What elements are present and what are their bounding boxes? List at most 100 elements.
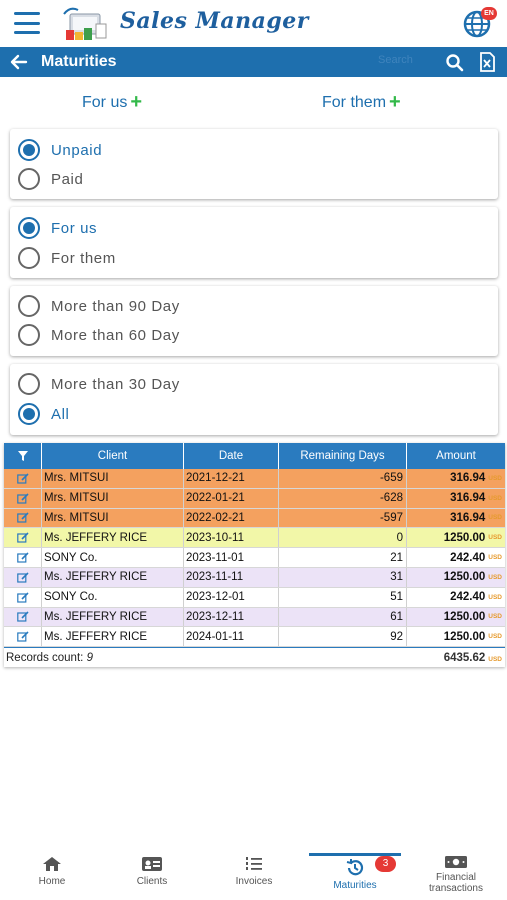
radio-button[interactable]: [18, 324, 40, 346]
edit-cell[interactable]: [4, 607, 42, 627]
tab-for-us[interactable]: For us +: [82, 91, 142, 114]
currency-label: USD: [488, 573, 502, 581]
date-cell: 2022-02-21: [184, 508, 279, 528]
radio-more-than-30[interactable]: More than 30 Day: [18, 373, 180, 395]
edit-cell[interactable]: [4, 627, 42, 647]
radio-all[interactable]: All: [18, 403, 69, 425]
amount-value: 1250.00: [443, 610, 486, 623]
radio-button[interactable]: [18, 247, 40, 269]
edit-cell[interactable]: [4, 469, 42, 488]
table-row[interactable]: Ms. JEFFERY RICE 2023-11-11 31 1250.00 USD: [4, 567, 505, 588]
edit-icon[interactable]: [16, 631, 29, 642]
edit-icon[interactable]: [16, 532, 29, 543]
nav-home[interactable]: Home: [20, 850, 84, 900]
nav-invoices[interactable]: Invoices: [222, 850, 286, 900]
table-body: Mrs. MITSUI 2021-12-21 -659 316.94 USD Mrs. M…: [4, 469, 505, 648]
remaining-days-cell: 92: [279, 627, 407, 647]
back-arrow-icon[interactable]: [10, 53, 28, 71]
edit-cell[interactable]: [4, 587, 42, 607]
radio-unpaid[interactable]: Unpaid: [18, 139, 102, 161]
radio-button[interactable]: [18, 168, 40, 190]
amount-value: 1250.00: [443, 630, 486, 643]
client-cell: Ms. JEFFERY RICE: [42, 627, 184, 647]
nav-financial-transactions[interactable]: Financial transactions: [416, 850, 496, 900]
edit-icon[interactable]: [16, 473, 29, 484]
edit-icon[interactable]: [16, 493, 29, 504]
money-icon: [445, 856, 467, 868]
nav-label: Invoices: [235, 876, 273, 887]
tab-for-them[interactable]: For them +: [322, 91, 401, 114]
header-amount[interactable]: Amount: [436, 450, 476, 462]
radio-button[interactable]: [18, 217, 40, 239]
radio-button[interactable]: [18, 295, 40, 317]
maturities-table: Client Date Remaining Days Amount Mrs. M…: [4, 443, 505, 668]
filter-icon[interactable]: [4, 443, 42, 469]
date-cell: 2023-12-01: [184, 587, 279, 607]
edit-cell[interactable]: [4, 508, 42, 528]
menu-icon[interactable]: [14, 12, 40, 34]
table-row[interactable]: SONY Co. 2023-11-01 21 242.40 USD: [4, 548, 505, 568]
amount-cell: 1250.00 USD: [407, 568, 505, 587]
edit-icon[interactable]: [16, 552, 29, 563]
amount-cell: 1250.00 USD: [407, 627, 505, 646]
table-row[interactable]: Ms. JEFFERY RICE 2023-10-11 0 1250.00 USD: [4, 528, 505, 549]
radio-label: Unpaid: [51, 141, 103, 159]
table-footer: Records count: 9 6435.62 USD: [4, 647, 505, 668]
list-icon: [246, 857, 262, 870]
radio-for-us[interactable]: For us: [18, 217, 97, 239]
radio-for-them[interactable]: For them: [18, 247, 116, 269]
search-placeholder[interactable]: Search: [378, 54, 413, 66]
date-cell: 2023-11-01: [184, 548, 279, 567]
currency-label: USD: [488, 633, 502, 641]
currency-label: USD: [488, 554, 502, 562]
radio-label: For us: [51, 219, 98, 237]
nav-label: transactions: [429, 883, 483, 894]
radio-more-than-90[interactable]: More than 90 Day: [18, 295, 180, 317]
header-client[interactable]: Client: [42, 443, 184, 469]
table-row[interactable]: Mrs. MITSUI 2022-01-21 -628 316.94 USD: [4, 488, 505, 509]
search-icon[interactable]: [445, 53, 464, 72]
radio-button[interactable]: [18, 373, 40, 395]
filter-card-side: For us For them: [10, 207, 498, 278]
remaining-days-cell: 51: [279, 587, 407, 607]
client-cell: Ms. JEFFERY RICE: [42, 567, 184, 587]
radio-more-than-60[interactable]: More than 60 Day: [18, 324, 180, 346]
table-row[interactable]: Ms. JEFFERY RICE 2023-12-11 61 1250.00 USD: [4, 607, 505, 628]
edit-icon[interactable]: [16, 572, 29, 583]
edit-cell[interactable]: [4, 567, 42, 587]
edit-cell[interactable]: [4, 548, 42, 567]
table-row[interactable]: SONY Co. 2023-12-01 51 242.40 USD: [4, 587, 505, 608]
radio-button[interactable]: [18, 403, 40, 425]
excel-export-icon[interactable]: [479, 52, 496, 72]
globe-icon[interactable]: [463, 10, 491, 38]
currency-label: USD: [488, 494, 502, 502]
radio-label: More than 60 Day: [51, 326, 180, 344]
client-cell: Mrs. MITSUI: [42, 508, 184, 528]
edit-icon[interactable]: [16, 592, 29, 603]
currency-label: USD: [488, 613, 502, 621]
header-date[interactable]: Date: [184, 443, 279, 469]
amount-cell: 316.94 USD: [407, 489, 505, 508]
date-cell: 2023-10-11: [184, 528, 279, 548]
amount-cell: 1250.00 USD: [407, 608, 505, 627]
table-row[interactable]: Mrs. MITSUI 2022-02-21 -597 316.94 USD: [4, 508, 505, 529]
edit-cell[interactable]: [4, 488, 42, 508]
header-remaining-days[interactable]: Remaining Days: [279, 443, 407, 469]
edit-cell[interactable]: [4, 528, 42, 548]
nav-active-indicator: [309, 853, 401, 856]
table-header: Client Date Remaining Days Amount: [4, 443, 505, 469]
table-row[interactable]: Ms. JEFFERY RICE 2024-01-11 92 1250.00 USD: [4, 627, 505, 648]
edit-icon[interactable]: [16, 611, 29, 623]
page-toolbar: Maturities Search: [0, 47, 507, 77]
nav-clients[interactable]: Clients: [120, 850, 184, 900]
nav-maturities[interactable]: Maturities: [313, 850, 397, 900]
edit-icon[interactable]: [16, 512, 29, 524]
app-logo: [63, 7, 107, 40]
remaining-days-cell: -597: [279, 508, 407, 528]
radio-paid[interactable]: Paid: [18, 168, 83, 190]
radio-button[interactable]: [18, 139, 40, 161]
home-icon: [43, 857, 61, 871]
amount-value: 1250.00: [443, 571, 486, 584]
table-row[interactable]: Mrs. MITSUI 2021-12-21 -659 316.94 USD: [4, 469, 505, 489]
client-cell: Mrs. MITSUI: [42, 469, 184, 488]
